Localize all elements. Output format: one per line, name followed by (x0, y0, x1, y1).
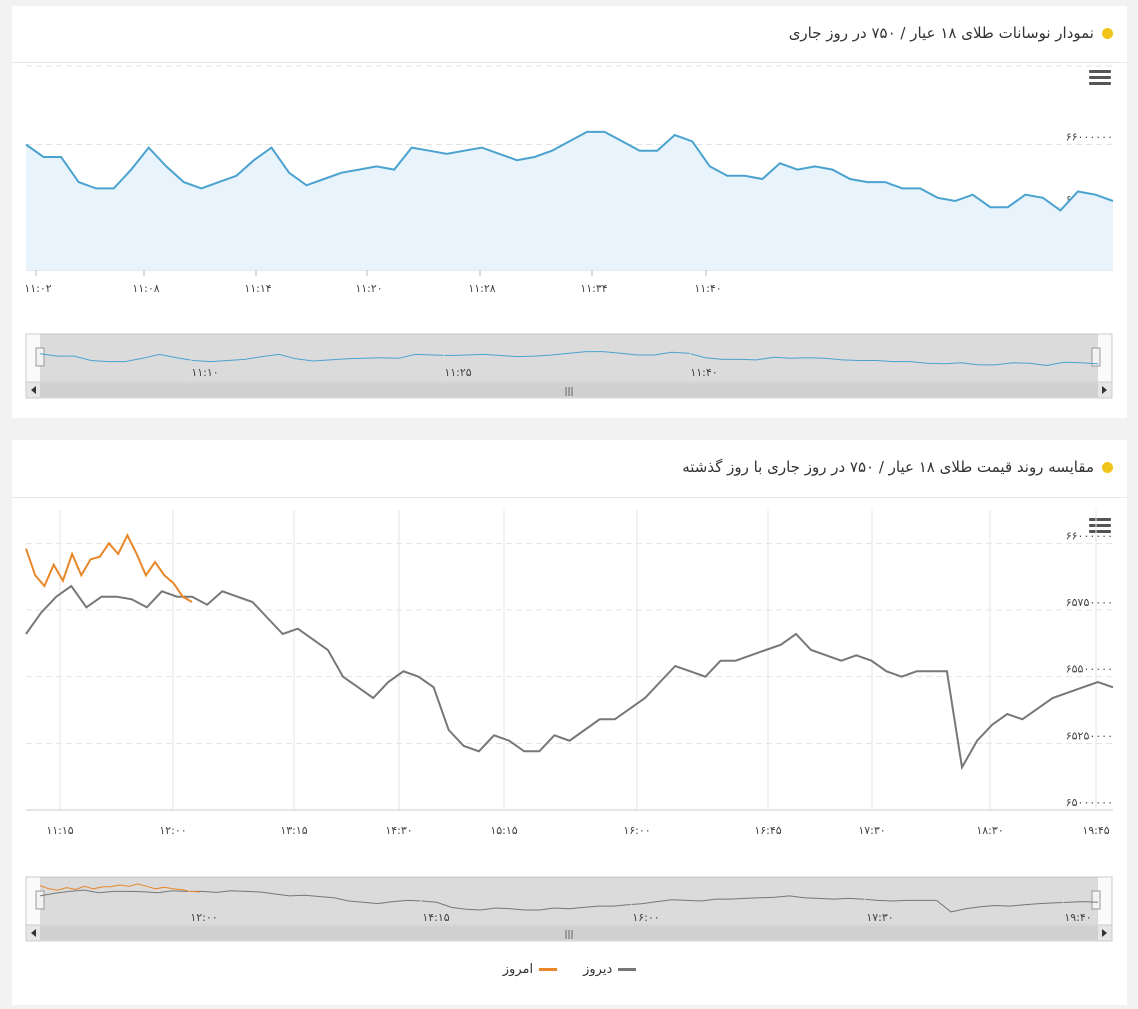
bullet-dot-icon (1102, 461, 1113, 473)
chart-legend: دیروز امروز (12, 962, 1127, 977)
y-tick-label: ۶۵۲۵۰۰۰۰ (1066, 729, 1113, 742)
title-divider (12, 497, 1127, 498)
x-tick-label: ۱۴:۳۰ (385, 824, 412, 837)
navigator-series-yesterday (39, 889, 1099, 913)
y-tick-label: ۶۶۰۰۰۰۰۰ (1066, 130, 1113, 143)
x-tick-label: ۱۶:۰۰ (623, 824, 650, 837)
navigator-range-selector[interactable] (40, 877, 1098, 925)
navigator-frame (25, 876, 1113, 926)
legend-swatch-yesterday (618, 968, 637, 971)
navigator-right-handle[interactable] (1091, 347, 1101, 367)
scroll-right-arrow-icon[interactable] (1102, 386, 1107, 394)
legend-item-yesterday[interactable]: دیروز (583, 962, 637, 977)
navigator-label: ۱۲:۰۰ (190, 911, 217, 924)
navigator-label: ۱۱:۴۰ (690, 366, 717, 379)
x-tick-label: ۱۲:۰۰ (159, 824, 186, 837)
x-tick-label: ۱۱:۲۸ (468, 282, 495, 295)
navigator-label: ۱۷:۳۰ (866, 911, 893, 924)
y-tick-label: ۶۵۷۵۰۰۰۰ (1066, 596, 1113, 609)
x-tick-label: ۱۵:۱۵ (490, 824, 517, 837)
navigator-right-handle[interactable] (1091, 890, 1101, 910)
y-tick-label: ۶۶۰۰۰۰۰۰ (1066, 529, 1113, 542)
legend-label-today: امروز (502, 962, 534, 977)
series-line-yesterday (25, 584, 1114, 771)
navigator-label: ۱۹:۴۰ (1064, 911, 1091, 924)
x-tick-label: ۱۶:۴۵ (754, 824, 781, 837)
y-tick-label: ۶۵۰۰۰۰۰۰ (1066, 796, 1113, 809)
x-tick-label: ۱۱:۳۴ (580, 282, 607, 295)
card-title: نمودار نوسانات طلای ۱۸ عیار / ۷۵۰ در روز… (789, 24, 1113, 42)
navigator-label: ۱۱:۱۰ (191, 366, 218, 379)
scroll-grip-icon: ||| (564, 387, 573, 397)
line-chart: ۶۶۰۰۰۰۰۰ ۶۵۷۵۰۰۰۰ ۶۵۵۰۰۰۰۰ ۶۵۲۵۰۰۰۰ ۶۵۰۰۰۰۰۰… (25, 510, 1114, 942)
scroll-right-arrow-icon[interactable] (1102, 929, 1107, 937)
card-title-text: مقایسه روند قیمت طلای ۱۸ عیار / ۷۵۰ در ر… (682, 458, 1094, 476)
x-tick-label: ۱۷:۳۰ (858, 824, 885, 837)
navigator-scrollbar-thumb[interactable] (40, 383, 1098, 397)
series-area (26, 131, 1113, 270)
title-divider (12, 62, 1127, 63)
series-line-today (25, 533, 193, 603)
hamburger-icon[interactable] (1089, 518, 1111, 536)
x-tick-label: ۱۱:۱۵ (46, 824, 73, 837)
navigator-series-today (39, 883, 201, 893)
y-tick-label: ۶۵۵۰۰۰۰۰ (1066, 663, 1113, 676)
hamburger-icon[interactable] (1089, 70, 1111, 88)
card-title-text: نمودار نوسانات طلای ۱۸ عیار / ۷۵۰ در روز… (788, 24, 1094, 42)
series-line (25, 130, 1114, 212)
x-tick-label: ۱۳:۱۵ (280, 824, 307, 837)
x-tick-label: ۱۱:۱۴ (244, 282, 271, 295)
navigator-left-handle[interactable] (35, 890, 45, 910)
navigator-label: ۱۴:۱۵ (422, 911, 449, 924)
x-tick-label: ۱۹:۴۵ (1082, 824, 1109, 837)
legend-swatch-today (539, 968, 558, 971)
x-tick-label: ۱۸:۳۰ (976, 824, 1003, 837)
chart-card-gold-fluctuation: نمودار نوسانات طلای ۱۸ عیار / ۷۵۰ در روز… (12, 6, 1127, 418)
scroll-left-arrow-icon[interactable] (31, 929, 36, 937)
legend-label-yesterday: دیروز (583, 962, 613, 977)
chart-card-compare-days: مقایسه روند قیمت طلای ۱۸ عیار / ۷۵۰ در ر… (12, 440, 1127, 1005)
x-tick-label: ۱۱:۲۰ (355, 282, 382, 295)
navigator-scrollbar-thumb[interactable] (40, 926, 1098, 940)
x-tick-label: ۱۱:۴۰ (694, 282, 721, 295)
card-title: مقایسه روند قیمت طلای ۱۸ عیار / ۷۵۰ در ر… (682, 458, 1113, 476)
navigator-left-handle[interactable] (35, 347, 45, 367)
navigator-label: ۱۱:۲۵ (444, 366, 471, 379)
navigator-label: ۱۶:۰۰ (632, 911, 659, 924)
legend-item-today[interactable]: امروز (502, 962, 558, 977)
scroll-grip-icon: ||| (564, 930, 573, 940)
scroll-left-arrow-icon[interactable] (31, 386, 36, 394)
x-tick-label: ۱۱:۰۸ (132, 282, 159, 295)
area-chart: ۶۶۰۰۰۰۰۰۶۵۸۰۰۰۰۰۶۵۶۰۰۰۰۰۱۱:۰۲۱۱:۰۸۱۱:۱۴۱… (24, 65, 1114, 399)
x-tick-label: ۱۱:۰۲ (24, 282, 51, 295)
bullet-dot-icon (1102, 27, 1113, 39)
navigator-frame (25, 333, 1113, 383)
navigator-series-line (39, 351, 1099, 367)
navigator-range-selector[interactable] (40, 334, 1098, 382)
